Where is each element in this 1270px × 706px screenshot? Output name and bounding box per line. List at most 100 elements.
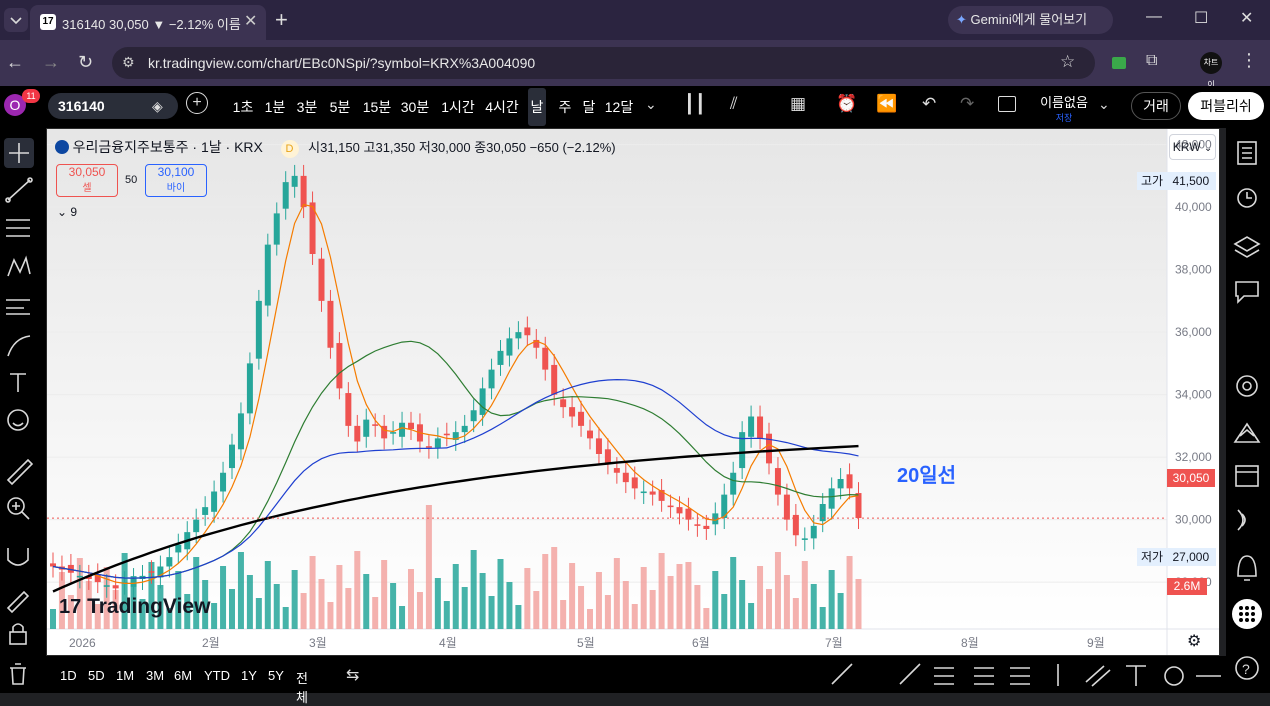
mountain-icon[interactable] bbox=[1233, 422, 1261, 443]
candle-body[interactable] bbox=[801, 538, 808, 540]
address-bar[interactable]: ⚙ kr.tradingview.com/chart/EBc0NSpi/?sym… bbox=[112, 47, 1095, 79]
bookmark-star-icon[interactable]: ☆ bbox=[1060, 52, 1076, 71]
candle-body[interactable] bbox=[506, 338, 513, 356]
crosshair-icon[interactable] bbox=[4, 138, 34, 168]
candle-body[interactable] bbox=[604, 449, 611, 464]
interval-1[interactable]: 1초 bbox=[232, 99, 254, 115]
candle-body[interactable] bbox=[443, 433, 450, 436]
candle-body[interactable] bbox=[255, 300, 262, 359]
gemini-button[interactable]: ✦ Gemini에게 물어보기 bbox=[948, 6, 1113, 34]
candle-body[interactable] bbox=[560, 399, 567, 408]
candle-body[interactable] bbox=[300, 175, 307, 208]
candle-body[interactable] bbox=[229, 444, 235, 469]
fullscreen-box-icon[interactable] bbox=[998, 96, 1016, 112]
range-7[interactable]: 1Y bbox=[241, 668, 257, 683]
candle-body[interactable] bbox=[757, 416, 764, 439]
forward-icon[interactable]: → bbox=[42, 52, 60, 72]
help-icon[interactable]: ? bbox=[1235, 656, 1259, 680]
candle-body[interactable] bbox=[193, 519, 200, 533]
alert-icon[interactable]: ⏰ bbox=[836, 94, 858, 113]
candle-body[interactable] bbox=[399, 422, 406, 437]
interval-11[interactable]: 달 bbox=[582, 99, 596, 115]
candle-body[interactable] bbox=[67, 564, 74, 573]
candle-body[interactable] bbox=[425, 446, 432, 448]
indicators-icon[interactable]: ⫽ bbox=[730, 94, 738, 113]
candle-body[interactable] bbox=[354, 425, 361, 442]
candle-body[interactable] bbox=[50, 563, 56, 567]
annotation-20-day[interactable]: 20일선 bbox=[897, 465, 957, 487]
candle-body[interactable] bbox=[792, 514, 799, 536]
candle-body[interactable] bbox=[202, 507, 209, 515]
interval-10[interactable]: 주 bbox=[558, 99, 572, 115]
magnet-icon[interactable] bbox=[7, 548, 29, 566]
publish-button[interactable]: 퍼블리쉬 bbox=[1188, 92, 1264, 120]
candle-body[interactable] bbox=[658, 489, 665, 501]
replay-icon[interactable]: ⏪ bbox=[876, 94, 898, 113]
candle-body[interactable] bbox=[721, 494, 728, 519]
candle-body[interactable] bbox=[166, 557, 173, 567]
candle-body[interactable] bbox=[148, 571, 155, 573]
browser-tab[interactable]: 17 316140 30,050 ▼ −2.12% 이름 ✕ bbox=[30, 5, 266, 40]
candle-type-icon[interactable]: ┃┃ bbox=[684, 94, 706, 114]
candle-body[interactable] bbox=[828, 488, 835, 509]
candle-body[interactable] bbox=[85, 575, 92, 579]
settings-gear-icon[interactable]: ⚙ bbox=[1187, 633, 1202, 650]
candle-body[interactable] bbox=[318, 258, 325, 301]
range-8[interactable]: 5Y bbox=[268, 668, 284, 683]
candle-body[interactable] bbox=[694, 524, 701, 526]
interval-3[interactable]: 3분 bbox=[296, 99, 318, 115]
candle-body[interactable] bbox=[748, 416, 755, 437]
candle-body[interactable] bbox=[452, 432, 459, 440]
watchlist-icon[interactable] bbox=[1237, 141, 1257, 165]
close-tab-icon[interactable]: ✕ bbox=[244, 13, 258, 30]
ray-icon[interactable] bbox=[899, 663, 921, 685]
templates-icon[interactable]: ▦ bbox=[790, 94, 807, 113]
back-icon[interactable]: ← bbox=[6, 52, 24, 72]
new-tab-button[interactable]: + bbox=[275, 7, 288, 32]
interval-12[interactable]: 12달 bbox=[604, 99, 634, 115]
symbol-search[interactable]: 316140 ◈ bbox=[48, 93, 178, 119]
candle-body[interactable] bbox=[264, 244, 271, 306]
lock-icon[interactable] bbox=[9, 623, 27, 645]
candle-body[interactable] bbox=[569, 407, 576, 417]
menu-dots-icon[interactable]: ⋮ bbox=[1240, 50, 1258, 70]
candle-body[interactable] bbox=[381, 425, 388, 439]
goto-date-icon[interactable]: ⇆ bbox=[346, 667, 360, 684]
candle-body[interactable] bbox=[408, 422, 414, 429]
candle-body[interactable] bbox=[345, 393, 352, 426]
candle-body[interactable] bbox=[685, 508, 692, 520]
candle-body[interactable] bbox=[291, 175, 298, 187]
close-window-button[interactable]: ✕ bbox=[1240, 10, 1254, 27]
candle-body[interactable] bbox=[470, 410, 477, 422]
legend-title[interactable]: 우리금융지주보통주 · 1날 · KRX bbox=[72, 139, 263, 155]
candle-body[interactable] bbox=[479, 388, 486, 415]
fib-retrace-icon[interactable] bbox=[934, 667, 954, 685]
candle-body[interactable] bbox=[739, 432, 746, 469]
candle-body[interactable] bbox=[390, 432, 397, 434]
trend-angle-icon[interactable] bbox=[831, 663, 853, 685]
candle-body[interactable] bbox=[613, 468, 620, 473]
candle-body[interactable] bbox=[94, 574, 101, 583]
chat-icon[interactable] bbox=[1235, 281, 1259, 304]
candle-body[interactable] bbox=[703, 525, 710, 529]
green-extension-icon[interactable] bbox=[1112, 57, 1126, 69]
interval-7[interactable]: 1시간 bbox=[441, 99, 475, 115]
candle-body[interactable] bbox=[237, 413, 244, 450]
target-icon[interactable] bbox=[1236, 375, 1258, 397]
layers-icon[interactable] bbox=[1233, 236, 1261, 258]
text-tool-icon[interactable] bbox=[10, 373, 26, 392]
candle-body[interactable] bbox=[622, 472, 629, 483]
buy-button[interactable]: 30,100 바이 bbox=[145, 164, 207, 197]
candle-body[interactable] bbox=[676, 507, 683, 514]
candle-body[interactable] bbox=[730, 472, 737, 495]
currency-select[interactable]: KRW ⌄ bbox=[1169, 134, 1216, 160]
candle-body[interactable] bbox=[837, 479, 844, 489]
candle-body[interactable] bbox=[327, 300, 334, 348]
calendar-icon[interactable] bbox=[1235, 465, 1259, 487]
candle-body[interactable] bbox=[578, 411, 585, 426]
range-1[interactable]: 1D bbox=[60, 668, 77, 683]
candle-body[interactable] bbox=[434, 438, 441, 448]
parallel-icon[interactable] bbox=[1010, 667, 1030, 685]
candle-body[interactable] bbox=[595, 438, 602, 454]
trade-button[interactable]: 거래 bbox=[1131, 92, 1181, 120]
